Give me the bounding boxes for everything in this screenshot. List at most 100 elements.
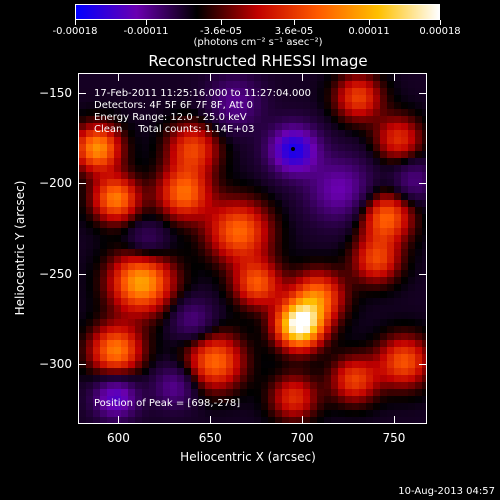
heatmap-cell <box>338 333 346 341</box>
heatmap-cell <box>128 74 136 82</box>
heatmap-cell <box>261 368 269 376</box>
heatmap-cell <box>373 74 381 82</box>
heatmap-cell <box>338 102 346 110</box>
heatmap-cell <box>107 249 115 257</box>
heatmap-cell <box>366 102 374 110</box>
heatmap-cell <box>408 228 416 236</box>
heatmap-cell <box>380 284 388 292</box>
heatmap-cell <box>100 277 108 285</box>
heatmap-cell <box>114 116 122 124</box>
heatmap-cell <box>296 214 304 222</box>
heatmap-cell <box>408 123 416 131</box>
heatmap-cell <box>100 95 108 103</box>
heatmap-cell <box>415 417 423 423</box>
heatmap-cell <box>345 333 353 341</box>
heatmap-cell <box>86 228 94 236</box>
heatmap-cell <box>422 417 426 423</box>
heatmap-cell <box>338 368 346 376</box>
heatmap-cell <box>366 284 374 292</box>
heatmap-cell <box>275 221 283 229</box>
heatmap-cell <box>268 228 276 236</box>
heatmap-cell <box>86 165 94 173</box>
heatmap-cell <box>289 277 297 285</box>
heatmap-cell <box>177 270 185 278</box>
heatmap-cell <box>93 347 101 355</box>
heatmap-cell <box>177 326 185 334</box>
heatmap-cell <box>268 361 276 369</box>
heatmap-cell <box>359 179 367 187</box>
heatmap-cell <box>107 417 115 423</box>
heatmap-cell <box>247 123 255 131</box>
heatmap-cell <box>422 298 426 306</box>
heatmap-cell <box>135 319 143 327</box>
heatmap-cell <box>100 102 108 110</box>
heatmap-cell <box>233 228 241 236</box>
heatmap-cell <box>114 284 122 292</box>
heatmap-cell <box>268 158 276 166</box>
heatmap-cell <box>282 158 290 166</box>
heatmap-cell <box>135 95 143 103</box>
heatmap-cell <box>156 382 164 390</box>
heatmap-cell <box>303 179 311 187</box>
heatmap-cell <box>359 305 367 313</box>
heatmap-cell <box>128 312 136 320</box>
heatmap-cell <box>408 375 416 383</box>
colorbar-tick-label: 0.00018 <box>419 26 461 37</box>
heatmap-cell <box>345 95 353 103</box>
heatmap-cell <box>261 207 269 215</box>
heatmap-cell <box>100 116 108 124</box>
heatmap-cell <box>163 277 171 285</box>
heatmap-cell <box>233 207 241 215</box>
heatmap-cell <box>324 214 332 222</box>
heatmap-cell <box>79 396 87 404</box>
heatmap-cell <box>79 109 87 117</box>
heatmap-cell <box>142 130 150 138</box>
heatmap-cell <box>408 214 416 222</box>
heatmap-cell <box>247 249 255 257</box>
heatmap-cell <box>254 137 262 145</box>
heatmap-cell <box>149 172 157 180</box>
heatmap-cell <box>170 200 178 208</box>
heatmap-cell <box>282 207 290 215</box>
heatmap-cell <box>93 263 101 271</box>
heatmap-cell <box>261 137 269 145</box>
heatmap-cell <box>86 270 94 278</box>
heatmap-cell <box>331 340 339 348</box>
heatmap-cell <box>114 144 122 152</box>
heatmap-cell <box>415 277 423 285</box>
heatmap-cell <box>170 228 178 236</box>
heatmap-cell <box>422 137 426 145</box>
heatmap-cell <box>380 221 388 229</box>
heatmap-cell <box>163 417 171 423</box>
heatmap-cell <box>163 354 171 362</box>
heatmap-cell <box>394 165 402 173</box>
heatmap-cell <box>352 340 360 348</box>
heatmap-cell <box>254 109 262 117</box>
heatmap-cell <box>177 354 185 362</box>
heatmap-cell <box>387 305 395 313</box>
heatmap-cell <box>373 186 381 194</box>
heatmap-cell <box>79 249 87 257</box>
heatmap-cell <box>401 403 409 411</box>
heatmap-cell <box>422 151 426 159</box>
heatmap-cell <box>373 319 381 327</box>
heatmap-cell <box>135 333 143 341</box>
heatmap-cell <box>415 95 423 103</box>
heatmap-cell <box>128 333 136 341</box>
heatmap-cell <box>170 116 178 124</box>
heatmap-cell <box>373 284 381 292</box>
heatmap-cell <box>408 151 416 159</box>
heatmap-cell <box>247 207 255 215</box>
heatmap-cell <box>240 284 248 292</box>
heatmap-cell <box>135 207 143 215</box>
heatmap-cell <box>422 333 426 341</box>
heatmap-cell <box>212 375 220 383</box>
heatmap-cell <box>240 256 248 264</box>
heatmap-cell <box>310 207 318 215</box>
heatmap-cell <box>261 74 269 82</box>
heatmap-cell <box>100 242 108 250</box>
heatmap-cell <box>135 88 143 96</box>
heatmap-cell <box>317 130 325 138</box>
heatmap-cell <box>170 263 178 271</box>
heatmap-cell <box>226 214 234 222</box>
